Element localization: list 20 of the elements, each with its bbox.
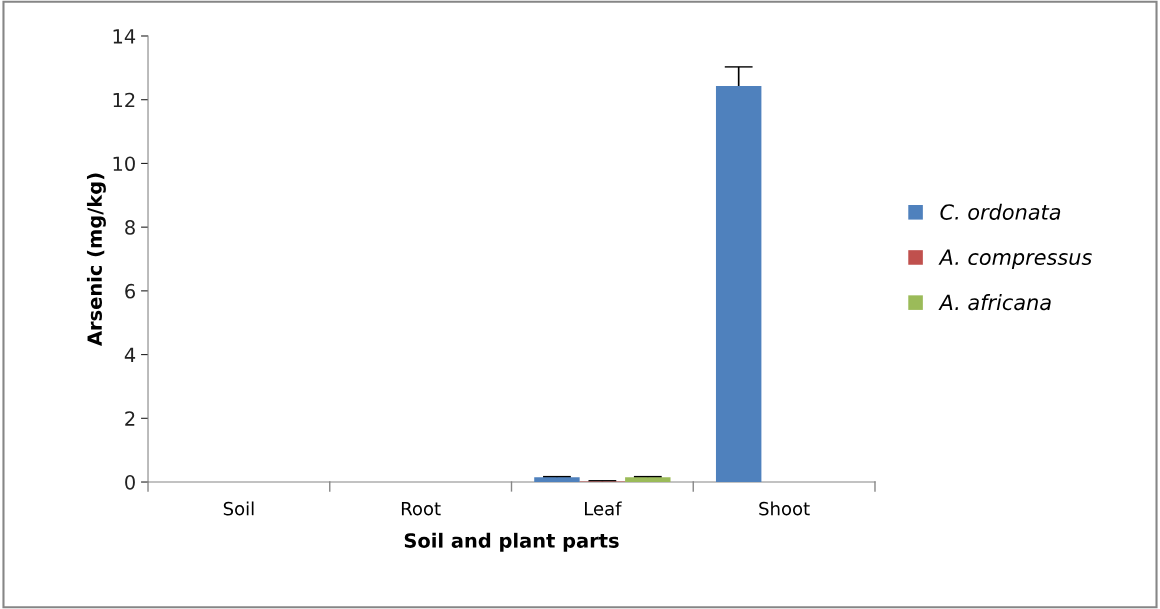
y-tick-label: 4 — [124, 347, 136, 362]
y-tick-label: 2 — [125, 411, 135, 426]
x-tick-label: Leaf — [585, 501, 622, 516]
y-tick-label: 10 — [113, 156, 135, 172]
legend-label: C. ordonata — [940, 203, 1061, 220]
bar — [625, 477, 671, 483]
legend-label: A. africana — [938, 294, 1051, 311]
x-axis-title: Soil and plant parts — [404, 532, 619, 552]
y-tick-label: 8 — [125, 220, 135, 235]
bar — [534, 477, 580, 483]
y-axis-title: Arsenic (mg/kg) — [86, 173, 106, 346]
y-tick-label: 6 — [125, 283, 135, 299]
y-tick-label: 14 — [113, 29, 136, 44]
x-tick-label: Root — [401, 502, 441, 516]
x-tick-label: Shoot — [759, 501, 810, 516]
legend-label: A. compressus — [938, 249, 1092, 270]
x-tick-label: Soil — [223, 501, 254, 516]
y-tick-label: 0 — [125, 474, 135, 490]
y-tick-label: 12 — [113, 92, 135, 108]
bar — [715, 86, 762, 483]
